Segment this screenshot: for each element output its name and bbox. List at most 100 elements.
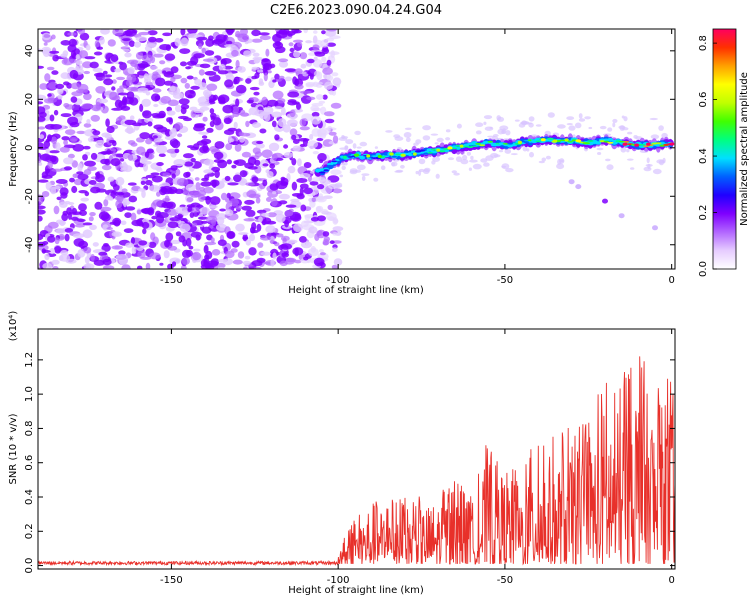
noise-blob xyxy=(102,70,108,75)
noise-blob xyxy=(230,141,240,146)
noise-blob xyxy=(327,204,333,211)
noise-blob xyxy=(105,118,110,127)
signal-cell xyxy=(607,141,614,144)
noise-blob xyxy=(166,117,173,123)
y-tick-label: 0.8 xyxy=(24,420,35,436)
signal-halo xyxy=(344,145,349,151)
noise-blob xyxy=(122,38,131,42)
noise-blob xyxy=(61,58,74,66)
stray-feature xyxy=(618,213,625,219)
noise-blob xyxy=(291,134,297,141)
noise-blob xyxy=(287,33,293,37)
noise-blob xyxy=(41,248,46,254)
signal-halo xyxy=(618,125,626,130)
noise-blob xyxy=(312,151,319,155)
noise-blob xyxy=(69,69,79,79)
noise-blob xyxy=(55,83,65,89)
noise-blob xyxy=(38,205,46,210)
noise-blob xyxy=(244,199,255,205)
noise-blob xyxy=(251,222,257,231)
noise-blob xyxy=(138,240,148,246)
noise-blob xyxy=(72,144,85,152)
noise-blob xyxy=(307,58,315,64)
signal-halo xyxy=(662,157,666,164)
noise-blob xyxy=(204,71,217,76)
noise-blob xyxy=(303,162,312,169)
noise-blob xyxy=(292,145,301,152)
signal-halo xyxy=(404,127,412,130)
noise-blob xyxy=(198,193,206,202)
signal-halo xyxy=(566,116,575,120)
noise-blob xyxy=(247,166,258,170)
noise-blob xyxy=(296,41,303,48)
signal-halo xyxy=(578,113,583,119)
noise-blob xyxy=(63,103,70,108)
signal-cell xyxy=(315,172,321,175)
snr-series xyxy=(38,356,675,567)
spectrogram-cells xyxy=(38,29,675,269)
noise-blob xyxy=(300,90,312,95)
signal-halo xyxy=(361,173,370,177)
signal-cell xyxy=(567,141,574,143)
noise-blob xyxy=(276,233,284,238)
noise-blob xyxy=(267,70,272,74)
noise-blob xyxy=(189,90,195,94)
noise-blob xyxy=(148,154,153,160)
noise-blob xyxy=(100,29,110,35)
noise-blob xyxy=(332,135,339,144)
noise-blob xyxy=(224,250,235,259)
noise-blob xyxy=(255,197,261,204)
signal-halo xyxy=(435,173,440,179)
noise-blob xyxy=(149,252,161,260)
noise-blob xyxy=(137,87,149,93)
noise-blob xyxy=(251,260,263,267)
chart-title: C2E6.2023.090.04.24.G04 xyxy=(270,3,442,18)
x-tick-label: -150 xyxy=(160,275,183,286)
noise-blob xyxy=(212,117,222,126)
noise-blob xyxy=(80,197,89,202)
signal-halo xyxy=(475,122,484,127)
signal-cell xyxy=(511,144,517,147)
noise-blob xyxy=(269,163,276,169)
noise-blob xyxy=(175,104,182,113)
snr-y-label: SNR (10 * v/v) xyxy=(8,413,19,484)
signal-cell xyxy=(523,141,530,144)
noise-blob xyxy=(142,110,152,119)
noise-blob xyxy=(49,114,55,122)
noise-blob xyxy=(248,234,256,242)
noise-blob xyxy=(222,104,234,114)
snr-frame xyxy=(37,328,676,570)
signal-cell xyxy=(475,143,482,145)
noise-blob xyxy=(88,180,97,185)
noise-blob xyxy=(260,235,271,241)
noise-blob xyxy=(321,30,326,35)
noise-blob xyxy=(154,186,159,190)
noise-blob xyxy=(90,254,95,261)
noise-blob xyxy=(274,106,283,110)
noise-blob xyxy=(179,48,191,54)
noise-blob xyxy=(136,146,146,155)
noise-blob xyxy=(151,175,163,183)
noise-blob xyxy=(311,111,320,118)
noise-blob xyxy=(279,260,288,267)
noise-blob xyxy=(224,44,236,48)
noise-blob xyxy=(281,107,286,116)
x-tick-label: -50 xyxy=(497,575,513,586)
noise-blob xyxy=(139,157,146,164)
colorbar-scale xyxy=(712,28,737,270)
noise-blob xyxy=(38,215,43,222)
noise-blob xyxy=(47,221,59,229)
signal-halo xyxy=(518,123,526,128)
noise-blob xyxy=(111,107,123,111)
noise-blob xyxy=(217,159,228,169)
noise-blob xyxy=(47,160,53,170)
noise-blob xyxy=(206,127,214,133)
noise-blob xyxy=(146,148,154,154)
noise-blob xyxy=(330,50,336,59)
noise-blob xyxy=(315,196,327,203)
noise-blob xyxy=(93,51,103,56)
noise-blob xyxy=(167,245,178,251)
noise-blob xyxy=(143,163,148,172)
noise-blob xyxy=(70,96,78,103)
noise-blob xyxy=(63,166,73,171)
